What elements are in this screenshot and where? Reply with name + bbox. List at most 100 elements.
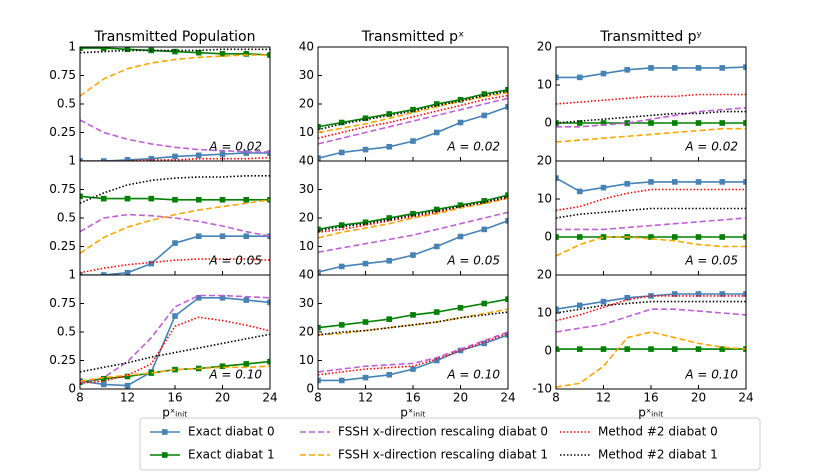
series-line: FSSH x-direction rescaling diabat 1 xyxy=(556,236,746,257)
marker xyxy=(481,112,488,119)
marker xyxy=(219,51,226,57)
marker xyxy=(172,313,178,319)
marker xyxy=(318,124,321,130)
marker xyxy=(457,119,464,126)
marker xyxy=(338,263,345,270)
annotation: A = 0.10 xyxy=(446,368,500,382)
y-tick-label: -10 xyxy=(532,382,552,396)
marker xyxy=(219,151,226,157)
marker xyxy=(386,143,393,150)
annotation: A = 0.10 xyxy=(684,368,738,382)
marker xyxy=(743,120,746,126)
series-line: Method #2 diabat 0 xyxy=(318,94,508,139)
marker xyxy=(172,48,178,55)
marker xyxy=(410,138,416,144)
marker xyxy=(671,120,678,126)
marker xyxy=(695,234,702,240)
series-line: Method #2 diabat 1 xyxy=(556,207,746,219)
series-line: Method #2 diabat 1 xyxy=(80,48,270,54)
marker xyxy=(481,226,488,233)
marker xyxy=(743,234,746,240)
annotation: A = 0.02 xyxy=(684,140,738,154)
annotation: A = 0.05 xyxy=(208,254,262,268)
x-tick-label: 16 xyxy=(643,391,658,405)
x-tick-label: 24 xyxy=(262,391,277,405)
marker xyxy=(80,158,83,161)
marker xyxy=(505,192,508,198)
marker xyxy=(318,155,321,161)
marker xyxy=(556,74,559,81)
x-tick-label: 20 xyxy=(691,391,706,405)
marker xyxy=(695,65,702,71)
x-tick-label: 8 xyxy=(76,391,84,405)
marker xyxy=(481,198,488,204)
legend-label: Exact diabat 1 xyxy=(188,448,275,462)
y-tick-label: 0.5 xyxy=(57,325,76,339)
series-line: Method #2 diabat 0 xyxy=(318,332,508,376)
marker xyxy=(433,206,440,213)
y-tick-label: 0 xyxy=(68,382,76,396)
y-tick-label: 0.5 xyxy=(57,211,76,225)
x-tick-label: 16 xyxy=(167,391,182,405)
marker xyxy=(481,340,488,347)
y-tick-label: 10 xyxy=(537,78,552,92)
marker xyxy=(624,120,631,126)
marker xyxy=(719,120,726,126)
marker xyxy=(457,233,464,240)
series-line: Method #2 diabat 0 xyxy=(80,316,270,385)
series-line: FSSH x-direction rescaling diabat 1 xyxy=(556,127,746,143)
axes-frame xyxy=(317,274,509,390)
marker xyxy=(600,120,607,126)
axes-frame xyxy=(79,274,271,390)
y-tick-label: 0 xyxy=(306,382,314,396)
marker xyxy=(243,51,250,57)
annotation: A = 0.05 xyxy=(684,254,738,268)
marker xyxy=(695,346,702,352)
series-line: FSSH x-direction rescaling diabat 0 xyxy=(556,217,746,231)
y-tick-label: 10 xyxy=(537,192,552,206)
y-tick-label: 1 xyxy=(68,268,76,282)
marker xyxy=(556,234,559,240)
series-line: FSSH x-direction rescaling diabat 1 xyxy=(80,54,270,97)
legend-marker xyxy=(162,429,168,435)
marker xyxy=(481,91,488,97)
marker xyxy=(600,70,607,77)
marker xyxy=(100,381,107,388)
marker xyxy=(338,322,345,328)
marker xyxy=(124,382,131,389)
series-line: FSSH x-direction rescaling diabat 0 xyxy=(318,211,508,253)
marker xyxy=(100,158,107,161)
series-line: Method #2 diabat 0 xyxy=(556,188,746,212)
y-tick-label: 20 xyxy=(537,268,552,282)
series-line: Method #2 diabat 0 xyxy=(556,295,746,322)
marker xyxy=(410,106,416,113)
y-tick-label: 0 xyxy=(544,230,552,244)
y-tick-label: 10 xyxy=(299,125,314,139)
marker xyxy=(505,86,508,93)
x-tick-label: 24 xyxy=(500,391,515,405)
marker xyxy=(505,332,508,338)
marker xyxy=(695,120,702,126)
y-tick-label: 0.25 xyxy=(49,353,76,367)
marker xyxy=(624,181,631,187)
marker xyxy=(124,195,131,202)
marker xyxy=(505,104,508,110)
marker xyxy=(195,152,202,159)
marker xyxy=(318,226,321,233)
marker xyxy=(100,272,107,275)
marker xyxy=(481,300,488,307)
marker xyxy=(695,291,702,297)
marker xyxy=(457,347,464,354)
y-tick-label: 20 xyxy=(299,211,314,225)
marker xyxy=(243,361,250,367)
marker xyxy=(195,49,202,56)
marker xyxy=(576,302,583,309)
marker xyxy=(671,346,678,352)
marker xyxy=(671,65,678,71)
marker xyxy=(338,377,345,384)
y-tick-label: 20 xyxy=(299,97,314,111)
marker xyxy=(576,346,583,352)
marker xyxy=(243,196,250,203)
